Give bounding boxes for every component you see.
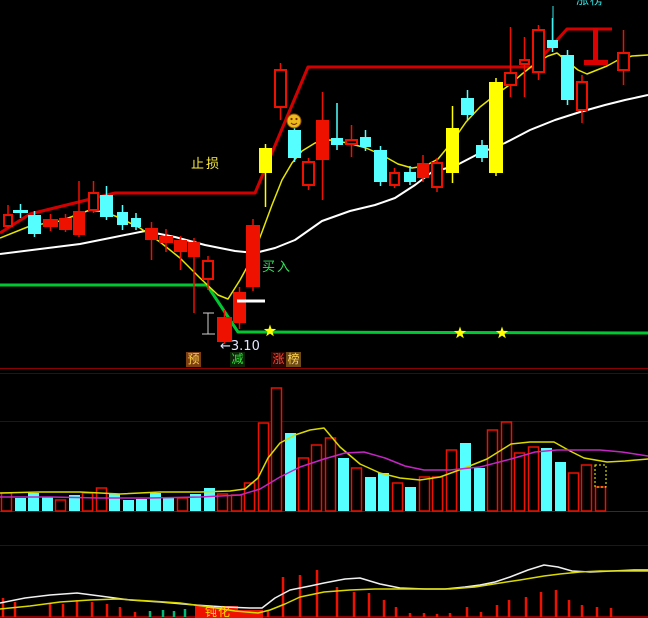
volume-bar [0, 492, 13, 512]
volume-bar [445, 449, 458, 512]
tag-reduce: 减 [230, 352, 245, 367]
volume-bar [81, 492, 94, 512]
volume-bar [418, 476, 431, 512]
volume-bar [460, 443, 471, 511]
volume-bar [54, 499, 67, 512]
dunhua-box [237, 610, 263, 618]
price-panel-group [0, 6, 648, 369]
volume-bar [310, 444, 323, 512]
volume-panel-group [0, 373, 648, 512]
top-right-signal-tag: 涨榜 [576, 0, 605, 8]
volume-bar [513, 452, 526, 512]
smiley-icon [286, 113, 302, 129]
star-icon [453, 326, 467, 339]
dunhua-label: 钝化 [205, 605, 232, 618]
volume-bar [109, 494, 120, 511]
volume-bar [204, 488, 215, 511]
volume-bar [378, 473, 389, 511]
volume-bar [527, 446, 540, 512]
dunhua-box [195, 606, 238, 618]
volume-bar [123, 500, 134, 511]
volume-bar [243, 482, 256, 512]
volume-bar [230, 494, 243, 512]
volume-bar [431, 476, 444, 512]
volume-bar [594, 486, 607, 512]
volume-bar [324, 437, 337, 512]
sell-flag-marker [584, 60, 608, 65]
tag-forecast: 预 [186, 352, 201, 367]
volume-bar [176, 497, 189, 512]
volume-bar [95, 487, 108, 512]
tag-rise: 涨 [271, 352, 286, 367]
volume-bar [338, 458, 349, 511]
star-icon [263, 324, 277, 337]
volume-bar [297, 457, 310, 512]
volume-bar [28, 493, 39, 511]
volume-bar [136, 499, 147, 511]
volume-bar [567, 472, 580, 512]
star-markers [263, 324, 509, 339]
volume-bar [42, 497, 53, 511]
volume-bar [365, 477, 376, 511]
volume-bar [270, 387, 283, 512]
volume-bar [350, 467, 363, 512]
volume-bar [405, 487, 416, 511]
volume-bar [150, 493, 161, 511]
volume-bar [216, 493, 229, 512]
low-price-marker: ←3.10 [220, 339, 260, 354]
star-icon [495, 326, 509, 339]
volume-bar [69, 495, 80, 511]
stop-loss-label: 止损 [191, 157, 222, 172]
volume-bar [555, 462, 566, 511]
volume-bar [486, 429, 499, 512]
tag-board: 榜 [286, 352, 301, 367]
volume-bar [391, 482, 404, 512]
volume-bar [163, 497, 174, 511]
volume-bar [474, 468, 485, 511]
volume-bar [580, 464, 593, 512]
macd-panel-group [0, 545, 648, 618]
volume-bar [500, 421, 513, 512]
volume-dotted-box [594, 464, 607, 488]
volume-bar [190, 494, 201, 511]
buy-signal-label: 买入 [262, 260, 293, 275]
sell-flag-marker [593, 28, 598, 65]
volume-bar [541, 448, 552, 511]
volume-bar [15, 498, 26, 511]
